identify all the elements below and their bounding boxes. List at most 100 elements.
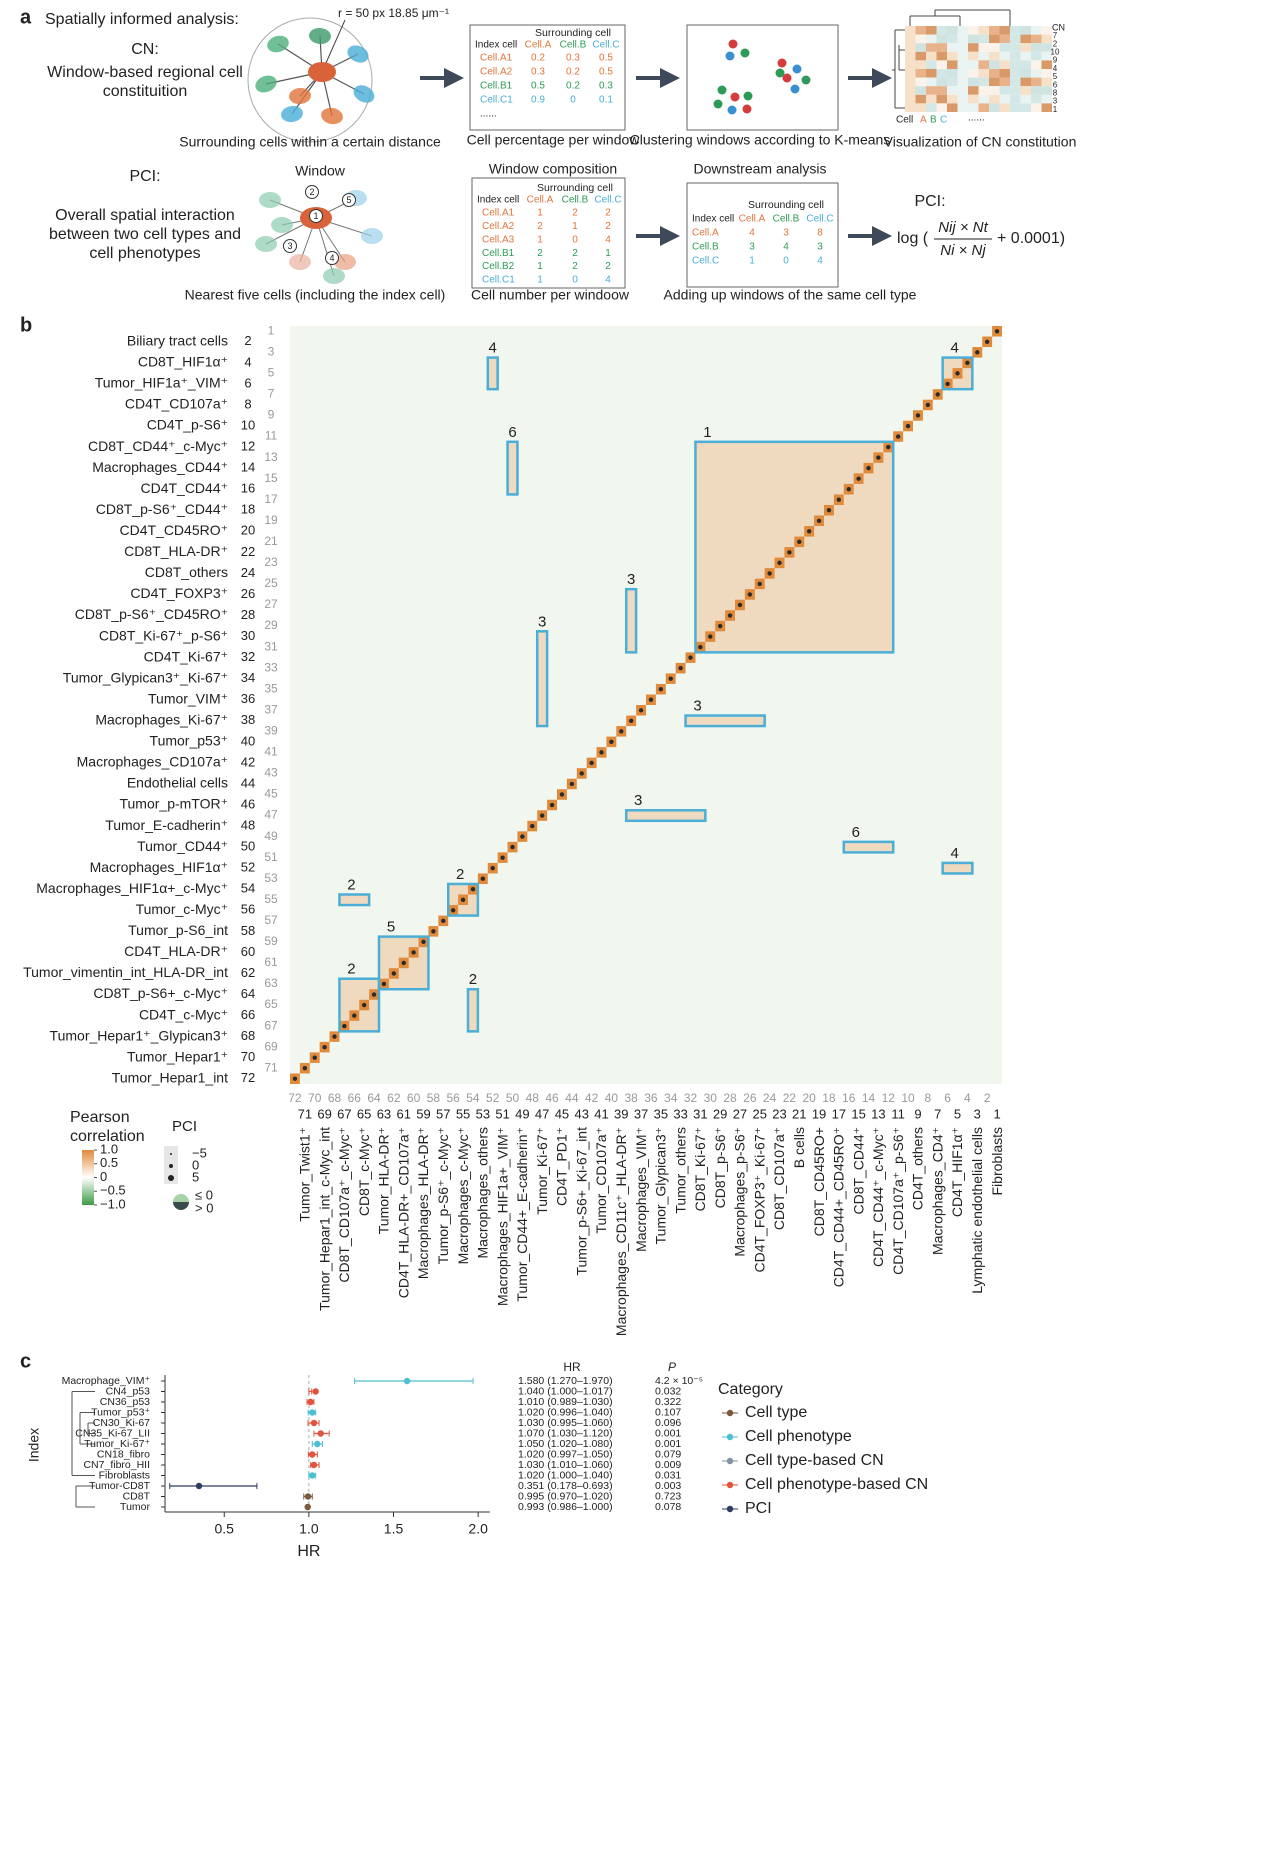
- x-axis-title: HR: [297, 1543, 320, 1560]
- cn-heat-cell: [978, 94, 989, 104]
- cn-heat-cell: [915, 34, 926, 44]
- hr-text: 1.050 (1.020–1.080): [518, 1438, 613, 1450]
- cell: [353, 85, 375, 103]
- table-row-name: Cell.A1: [480, 53, 513, 64]
- cn-heat-cell: [978, 43, 989, 52]
- window-number: 1: [313, 211, 318, 221]
- table-row-name: Cell.C: [692, 256, 719, 267]
- cell: [309, 27, 331, 45]
- diagonal-dot: [480, 876, 486, 881]
- cn-heat-cell: [915, 43, 926, 52]
- caption: Clustering windows according to K-means: [630, 132, 891, 148]
- column-label: CD4T_CD107a⁺_p-S6⁺: [890, 1127, 906, 1275]
- cn-heat-cell: [989, 77, 1000, 87]
- caption: Visualization of CN constitution: [884, 134, 1077, 150]
- cn-heat-cell: [957, 103, 968, 112]
- row-number: 8: [244, 396, 251, 411]
- column-number: 60: [407, 1091, 421, 1105]
- table-cell: 0.3: [566, 53, 580, 64]
- diagonal-dot: [579, 771, 584, 776]
- row-number: 59: [264, 934, 278, 948]
- diagonal-dot: [638, 708, 644, 713]
- table-row-name: Cell.C1: [482, 275, 515, 286]
- column-number: 42: [585, 1091, 599, 1105]
- cluster-box: [686, 24, 839, 131]
- highlight-box: [941, 861, 974, 875]
- table-cell: 0.5: [599, 53, 613, 64]
- cn-heat-cell: [1020, 51, 1031, 61]
- row-label: CD4T_FOXP3⁺: [130, 585, 228, 601]
- row-label: Tumor_Hepar1⁺_Glypican3⁺: [50, 1027, 228, 1043]
- highlight-fill: [843, 841, 894, 853]
- hr-point: [403, 1377, 411, 1385]
- column-number: 24: [763, 1091, 777, 1105]
- row-number: 17: [264, 492, 278, 506]
- row-label: Macrophages_HIF1α⁺: [90, 859, 228, 875]
- cn-heat-cell: [947, 60, 958, 69]
- diagonal-dot: [312, 1055, 317, 1060]
- heading: Spatially informed analysis:: [45, 11, 239, 28]
- highlight-box: [842, 840, 895, 854]
- cn-heat-cell: [968, 26, 979, 35]
- column-number: 29: [713, 1106, 727, 1121]
- table-row-name: Cell.A1: [482, 208, 515, 219]
- pci-sign-label: > 0: [195, 1200, 213, 1215]
- row-label: CD4T_c-Myc⁺: [139, 1006, 228, 1022]
- row-number: 15: [264, 471, 278, 485]
- column-label: Macrophages_CD4⁺: [929, 1127, 945, 1255]
- column-label: CD8T_CD107a⁺: [771, 1127, 787, 1230]
- table-box: [471, 177, 626, 289]
- highlight-box: [338, 893, 371, 907]
- diagonal-dot: [846, 486, 851, 492]
- cn-heat-cell: [905, 26, 916, 35]
- cluster-dot: [792, 64, 802, 74]
- row-label: CD4T_Ki-67⁺: [144, 648, 228, 664]
- table-column: Cell.B: [560, 40, 587, 51]
- diagonal-dot: [975, 350, 980, 355]
- table-column: Cell.A: [739, 214, 766, 225]
- table-cell: 0.3: [531, 67, 545, 78]
- table-heading: Window composition: [489, 161, 617, 177]
- cn-heat-cell: [1010, 26, 1021, 35]
- row-number: 62: [241, 965, 255, 980]
- column-number: 51: [495, 1106, 509, 1121]
- table-cell: 4: [783, 242, 789, 253]
- p-text: 0.096: [655, 1417, 681, 1429]
- diagonal-dot: [856, 476, 861, 481]
- row-number: 10: [241, 417, 255, 432]
- diagonal-dot: [292, 1076, 298, 1081]
- row-label: Tumor_Ki-67⁺: [84, 1438, 150, 1450]
- diagonal-dot: [302, 1066, 308, 1071]
- diagonal-dot: [421, 939, 426, 945]
- row-number: 33: [264, 660, 278, 674]
- table-cell: 0.1: [599, 95, 613, 106]
- cn-heat-cell: [1031, 26, 1042, 35]
- cn-heat-cell: [1031, 43, 1042, 52]
- column-number: 54: [466, 1091, 480, 1105]
- pci-size-dot: [168, 1175, 174, 1181]
- diagonal-dot: [668, 676, 673, 681]
- table-cell: 2: [572, 261, 578, 272]
- column-number: 22: [783, 1091, 797, 1105]
- cn-heat-cell: [915, 94, 926, 104]
- table-cell: 1: [537, 234, 543, 245]
- cn-heat-cell: [947, 26, 958, 35]
- column-number: 19: [812, 1106, 826, 1121]
- cn-heat-cell: [915, 77, 926, 87]
- column-number: 6: [944, 1091, 951, 1105]
- column-number: 55: [456, 1106, 470, 1121]
- colorbar-tick-label: 1.0: [100, 1141, 118, 1156]
- column-number: 26: [743, 1091, 757, 1105]
- cn-heat-cell: [978, 34, 989, 44]
- colorbar-tick-label: −1.0: [100, 1196, 126, 1211]
- row-number: 72: [241, 1070, 255, 1085]
- cn-heat-cell: [999, 43, 1010, 52]
- highlight-box: [338, 977, 381, 1033]
- row-label: Fibroblasts: [99, 1469, 150, 1481]
- diagonal-dot: [352, 1013, 357, 1018]
- hr-text: 0.351 (0.178–0.693): [518, 1480, 613, 1492]
- column-number: 10: [901, 1091, 915, 1105]
- column-number: 59: [416, 1106, 430, 1121]
- cn-heat-cell: [1031, 69, 1042, 78]
- legend-label: Cell phenotype-based CN: [745, 1476, 928, 1493]
